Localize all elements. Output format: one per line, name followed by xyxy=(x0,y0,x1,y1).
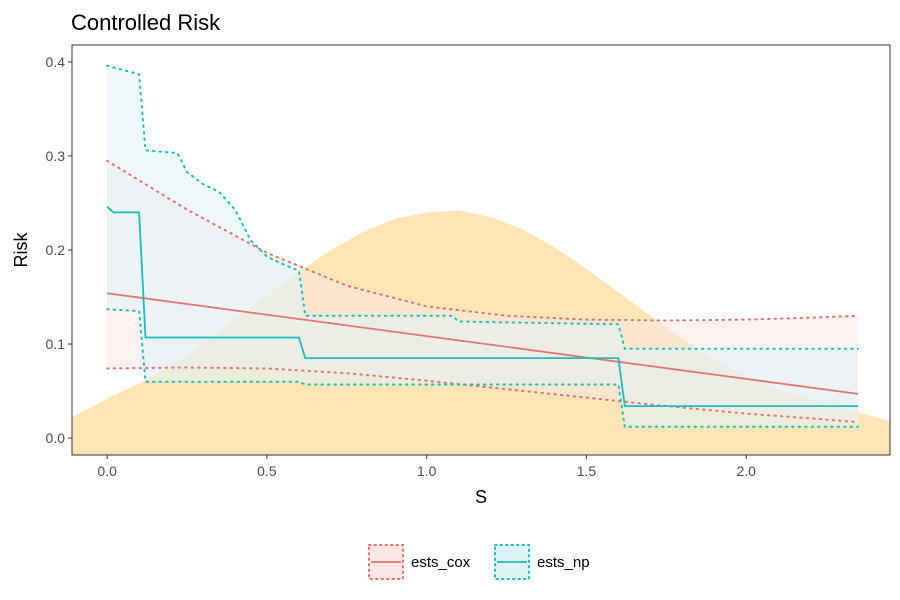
y-axis: 0.0 0.1 0.2 0.3 0.4 xyxy=(46,54,72,446)
x-axis: 0.0 0.5 1.0 1.5 2.0 xyxy=(97,455,756,479)
y-tick-label: 0.4 xyxy=(46,54,66,70)
x-tick-label: 1.5 xyxy=(577,463,597,479)
lower-bound-ests-cox xyxy=(106,366,859,424)
upper-bound-ests-cox xyxy=(106,159,859,322)
lower-bound-ests-np xyxy=(106,308,859,428)
chart-title: Controlled Risk xyxy=(71,10,221,35)
legend-label-ests-cox: ests_cox xyxy=(411,554,471,571)
x-tick-label: 2.0 xyxy=(736,463,756,479)
x-tick-label: 0.5 xyxy=(257,463,277,479)
y-tick-label: 0.2 xyxy=(46,242,66,258)
legend-item-ests-np: ests_np xyxy=(494,544,590,580)
line-ests-cox xyxy=(106,292,859,395)
legend: ests_cox ests_np xyxy=(368,544,590,580)
legend-label-ests-np: ests_np xyxy=(537,554,590,571)
x-tick-label: 0.0 xyxy=(97,463,117,479)
x-axis-title: S xyxy=(475,487,487,507)
line-ests-np xyxy=(106,206,858,407)
upper-bound-ests-np xyxy=(106,64,859,350)
legend-item-ests-cox: ests_cox xyxy=(368,544,471,580)
confidence-band-ests-np xyxy=(107,65,859,427)
x-tick-label: 1.0 xyxy=(417,463,437,479)
y-tick-label: 0.3 xyxy=(46,148,66,164)
y-tick-label: 0.0 xyxy=(46,430,66,446)
y-axis-title: Risk xyxy=(11,232,31,268)
y-tick-label: 0.1 xyxy=(46,336,66,352)
plot-panel xyxy=(71,44,891,456)
